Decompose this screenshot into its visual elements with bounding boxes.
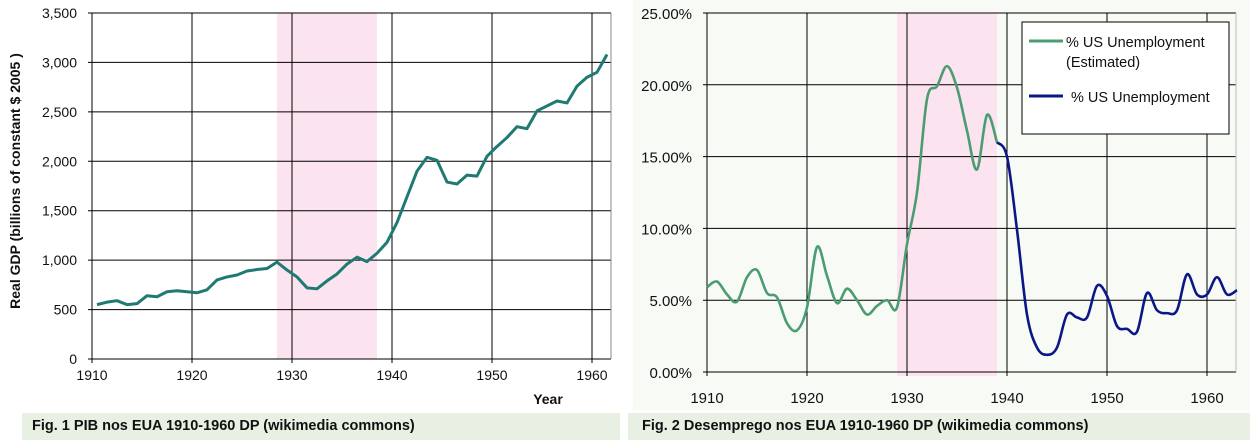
y-tick-label: 10.00% xyxy=(641,221,692,238)
y-tick-label: 5.00% xyxy=(649,293,692,310)
legend-actual-label: % US Unemployment xyxy=(1071,90,1210,106)
y-tick-label: 25.00% xyxy=(641,6,692,23)
y-tick-label: 1,000 xyxy=(42,252,77,268)
figure-2-caption: Fig. 2 Desemprego nos EUA 1910-1960 DP (… xyxy=(628,413,1250,440)
y-tick-label: 2,500 xyxy=(42,104,77,120)
y-tick-label: 0 xyxy=(69,351,77,367)
estimated-unemployment-line xyxy=(706,64,999,333)
x-tick-label: 1910 xyxy=(76,367,107,383)
x-tick-label: 1940 xyxy=(990,390,1023,407)
x-tick-label: 1930 xyxy=(890,390,923,407)
x-tick-label: 1920 xyxy=(176,367,207,383)
x-tick-label: 1930 xyxy=(276,367,307,383)
figure-1-caption: Fig. 1 PIB nos EUA 1910-1960 DP (wikimed… xyxy=(22,413,620,440)
x-tick-label: 1950 xyxy=(1090,390,1123,407)
y-tick-label: 500 xyxy=(54,302,78,318)
x-axis-label: Year xyxy=(533,391,563,407)
x-tick-label: 1920 xyxy=(790,390,823,407)
x-tick-label: 1940 xyxy=(376,367,407,383)
gdp-chart: 0 500 1,000 1,500 2,000 2,500 3,000 3,500 1910 19… xyxy=(0,0,625,410)
recession-shading xyxy=(897,13,997,376)
x-tick-label: 1960 xyxy=(1190,390,1223,407)
y-tick-label: 20.00% xyxy=(641,78,692,95)
y-tick-label: 0.00% xyxy=(649,365,692,382)
gdp-line xyxy=(96,53,609,307)
x-tick-label: 1950 xyxy=(476,367,507,383)
legend-estimated-label-line2: (Estimated) xyxy=(1066,55,1140,71)
legend-estimated-label-line1: % US Unemployment xyxy=(1066,35,1205,51)
recession-shading xyxy=(277,13,377,359)
y-tick-label: 3,500 xyxy=(42,5,77,21)
y-tick-label: 2,000 xyxy=(42,153,77,169)
x-tick-label: 1910 xyxy=(690,390,723,407)
y-tick-label: 15.00% xyxy=(641,150,692,167)
y-tick-label: 1,500 xyxy=(42,203,77,219)
legend: % US Unemployment (Estimated) % US Unemplo… xyxy=(1021,21,1230,135)
y-axis-label: Real GDP (billions of constant $ 2005 ) xyxy=(7,53,23,309)
y-tick-label: 3,000 xyxy=(42,54,77,70)
unemployment-chart: 0.00% 5.00% 10.00% 15.00% 20.00% 25.00% 1910 19… xyxy=(641,6,1238,407)
x-tick-label: 1960 xyxy=(576,367,607,383)
